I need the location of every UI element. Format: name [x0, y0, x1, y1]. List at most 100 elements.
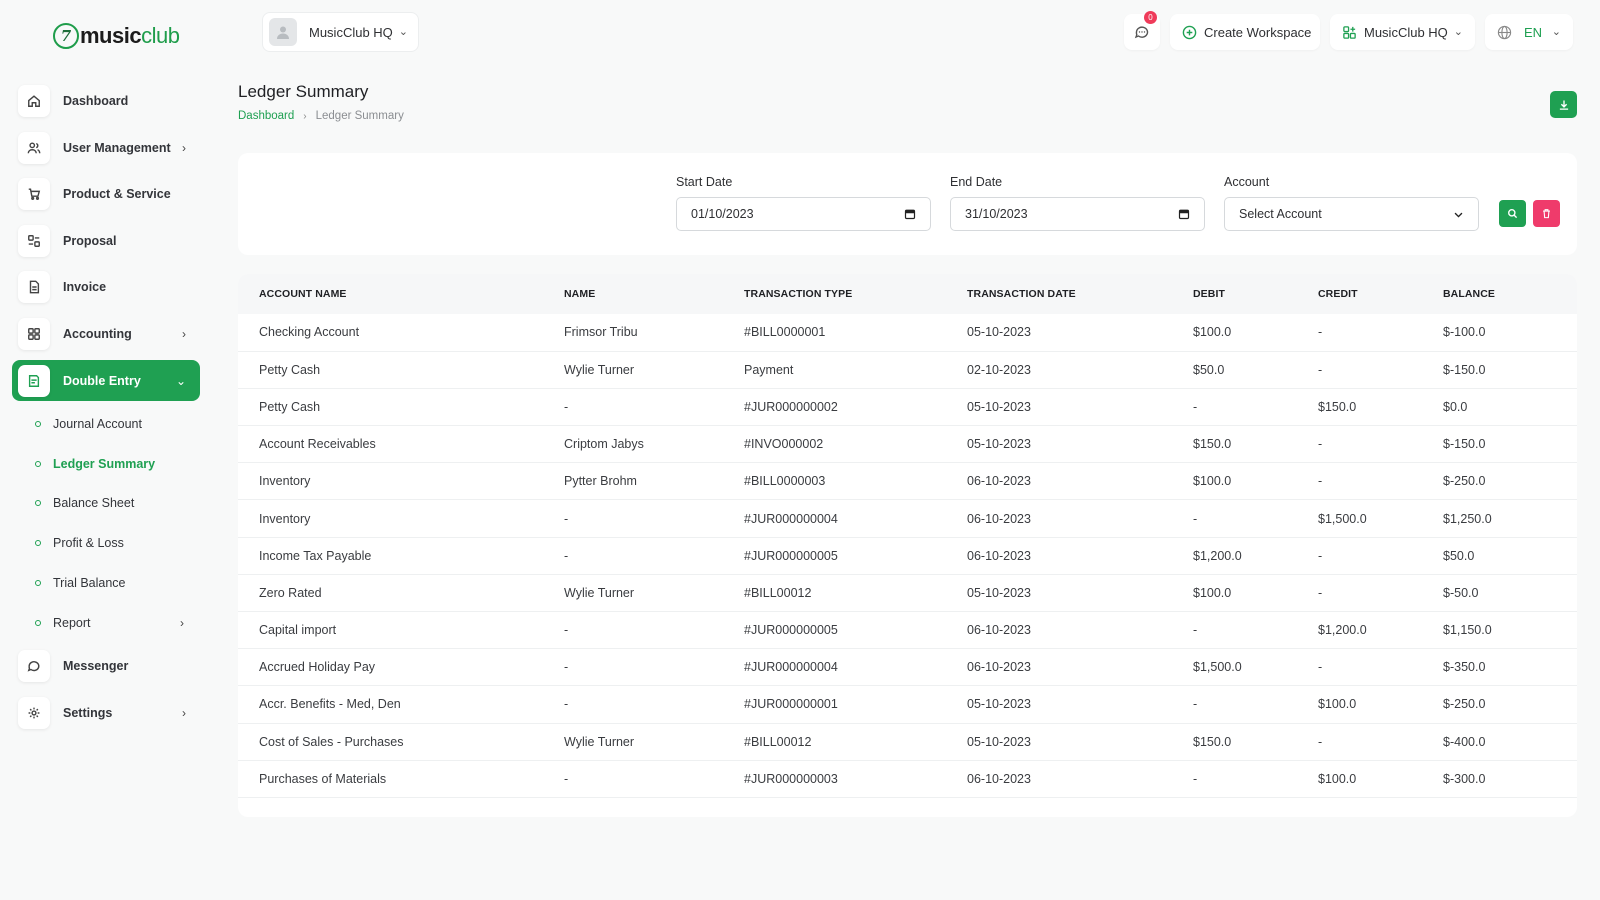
column-header[interactable]: DEBIT	[1193, 288, 1225, 300]
sidebar-item-label: Product & Service	[63, 187, 171, 202]
sidebar: 7 musicclub Dashboard User Management › …	[0, 0, 210, 900]
column-header[interactable]: ACCOUNT NAME	[259, 288, 347, 300]
table-cell: Frimsor Tribu	[564, 325, 638, 340]
table-row: Cost of Sales - Purchases Wylie Turner #BI…	[238, 723, 1577, 761]
table-cell: 05-10-2023	[967, 399, 1031, 414]
table-cell: Accr. Benefits - Med, Den	[259, 697, 401, 712]
table-cell: -	[1193, 697, 1198, 712]
trash-icon	[1543, 209, 1550, 219]
submenu-item-journal-account[interactable]: Journal Account	[32, 404, 200, 444]
sidebar-item-proposal[interactable]: Proposal	[12, 218, 200, 265]
logo-text: musicclub	[80, 23, 180, 48]
table-cell: $1,500.0	[1193, 660, 1242, 675]
chevron-down-icon: ⌄	[175, 373, 186, 388]
table-cell: #BILL00012	[744, 734, 812, 749]
clear-filter-button[interactable]	[1533, 200, 1560, 227]
sidebar-item-label: Messenger	[63, 659, 129, 674]
avatar	[269, 18, 297, 46]
search-icon	[1508, 209, 1518, 219]
user-icon	[277, 26, 289, 39]
calendar-icon[interactable]	[1178, 208, 1190, 220]
submenu-item-profit-loss[interactable]: Profit & Loss	[32, 523, 200, 563]
breadcrumb-dashboard-link[interactable]: Dashboard	[238, 110, 295, 122]
workspace-menu-button[interactable]: MusicClub HQ ⌄	[1330, 14, 1475, 50]
account-label: Account	[1224, 175, 1270, 189]
chat-icon	[1134, 26, 1149, 39]
table-cell: $-250.0	[1443, 474, 1486, 489]
sidebar-item-invoice[interactable]: Invoice	[12, 264, 200, 311]
table-row: Petty Cash - #JUR000000002 05-10-2023 - $150.…	[238, 388, 1577, 426]
table-cell: Petty Cash	[259, 399, 321, 414]
account-group: Account Select Account	[1224, 175, 1479, 231]
messages-button[interactable]: 0	[1124, 11, 1160, 50]
table-cell: $1,150.0	[1443, 623, 1492, 638]
table-cell: #INVO000002	[744, 437, 824, 452]
column-header[interactable]: BALANCE	[1443, 288, 1496, 300]
search-button[interactable]	[1499, 200, 1526, 227]
download-icon	[1559, 100, 1568, 110]
table-cell: $-150.0	[1443, 362, 1486, 377]
table-cell: -	[1318, 474, 1323, 489]
table-cell: -	[1318, 437, 1323, 452]
workspace-selector[interactable]: MusicClub HQ ⌄	[262, 12, 419, 52]
column-header[interactable]: TRANSACTION TYPE	[744, 288, 853, 300]
sidebar-item-label: Dashboard	[63, 94, 129, 109]
end-date-group: End Date 31/10/2023	[950, 175, 1205, 231]
start-date-input[interactable]: 01/10/2023	[676, 197, 931, 231]
table-cell: $1,200.0	[1193, 548, 1242, 563]
column-header[interactable]: TRANSACTION DATE	[967, 288, 1076, 300]
download-button[interactable]	[1550, 91, 1577, 118]
submenu-item-balance-sheet[interactable]: Balance Sheet	[32, 484, 200, 524]
bullet-icon	[35, 540, 41, 547]
start-date-label: Start Date	[676, 175, 733, 189]
table-cell: $-150.0	[1443, 437, 1486, 452]
table-cell: 06-10-2023	[967, 511, 1031, 526]
table-cell: #BILL0000003	[744, 474, 826, 489]
table-cell: $100.0	[1193, 325, 1232, 340]
sidebar-item-label: Invoice	[63, 280, 107, 295]
table-cell: Wylie Turner	[564, 585, 635, 600]
create-workspace-button[interactable]: Create Workspace	[1170, 14, 1320, 50]
sidebar-item-label: Proposal	[63, 233, 117, 248]
sidebar-item-settings[interactable]: Settings ›	[12, 689, 200, 736]
sidebar-nav: Dashboard User Management › Product & Se…	[12, 78, 200, 736]
create-workspace-label: Create Workspace	[1204, 24, 1312, 40]
logo[interactable]: 7 musicclub	[53, 20, 180, 52]
workspace-menu-label: MusicClub HQ	[1364, 24, 1448, 40]
sidebar-item-product-service[interactable]: Product & Service	[12, 171, 200, 218]
sidebar-item-user-management[interactable]: User Management ›	[12, 125, 200, 172]
submenu-item-ledger-summary[interactable]: Ledger Summary	[32, 444, 200, 484]
end-date-label: End Date	[950, 175, 1003, 189]
ledger-icon	[18, 364, 50, 397]
submenu-item-trial-balance[interactable]: Trial Balance	[32, 563, 200, 603]
table-cell: $-400.0	[1443, 734, 1486, 749]
account-select-value: Select Account	[1239, 207, 1322, 221]
sidebar-item-messenger[interactable]: Messenger	[12, 643, 200, 690]
sidebar-item-label: Double Entry	[63, 373, 141, 388]
table-cell: Income Tax Payable	[259, 548, 372, 563]
table-cell: -	[1318, 548, 1323, 563]
sidebar-item-double-entry[interactable]: Double Entry ⌄	[12, 360, 200, 401]
account-select[interactable]: Select Account	[1224, 197, 1479, 231]
table-cell: $150.0	[1193, 734, 1232, 749]
column-header[interactable]: CREDIT	[1318, 288, 1358, 300]
table-row: Accrued Holiday Pay - #JUR000000004 06-10-2…	[238, 649, 1577, 686]
sidebar-item-accounting[interactable]: Accounting ›	[12, 311, 200, 358]
table-cell: 05-10-2023	[967, 585, 1031, 600]
table-cell: $0.0	[1443, 399, 1468, 414]
table-row: Checking Account Frimsor Tribu #BILL000000…	[238, 314, 1577, 352]
table-cell: Pytter Brohm	[564, 474, 637, 489]
table-cell: Petty Cash	[259, 362, 321, 377]
submenu-item-label: Journal Account	[53, 416, 142, 431]
calendar-icon[interactable]	[904, 208, 916, 220]
table-cell: #JUR000000004	[744, 511, 838, 526]
table-cell: -	[1318, 660, 1323, 675]
submenu-item-report[interactable]: Report ›	[32, 603, 200, 643]
start-date-group: Start Date 01/10/2023	[676, 175, 931, 231]
grid-icon	[18, 317, 50, 350]
end-date-input[interactable]: 31/10/2023	[950, 197, 1205, 231]
column-header[interactable]: NAME	[564, 288, 596, 300]
sidebar-item-dashboard[interactable]: Dashboard	[12, 78, 200, 125]
table-cell: #JUR000000002	[744, 399, 838, 414]
language-selector[interactable]: EN ⌄	[1485, 14, 1573, 50]
